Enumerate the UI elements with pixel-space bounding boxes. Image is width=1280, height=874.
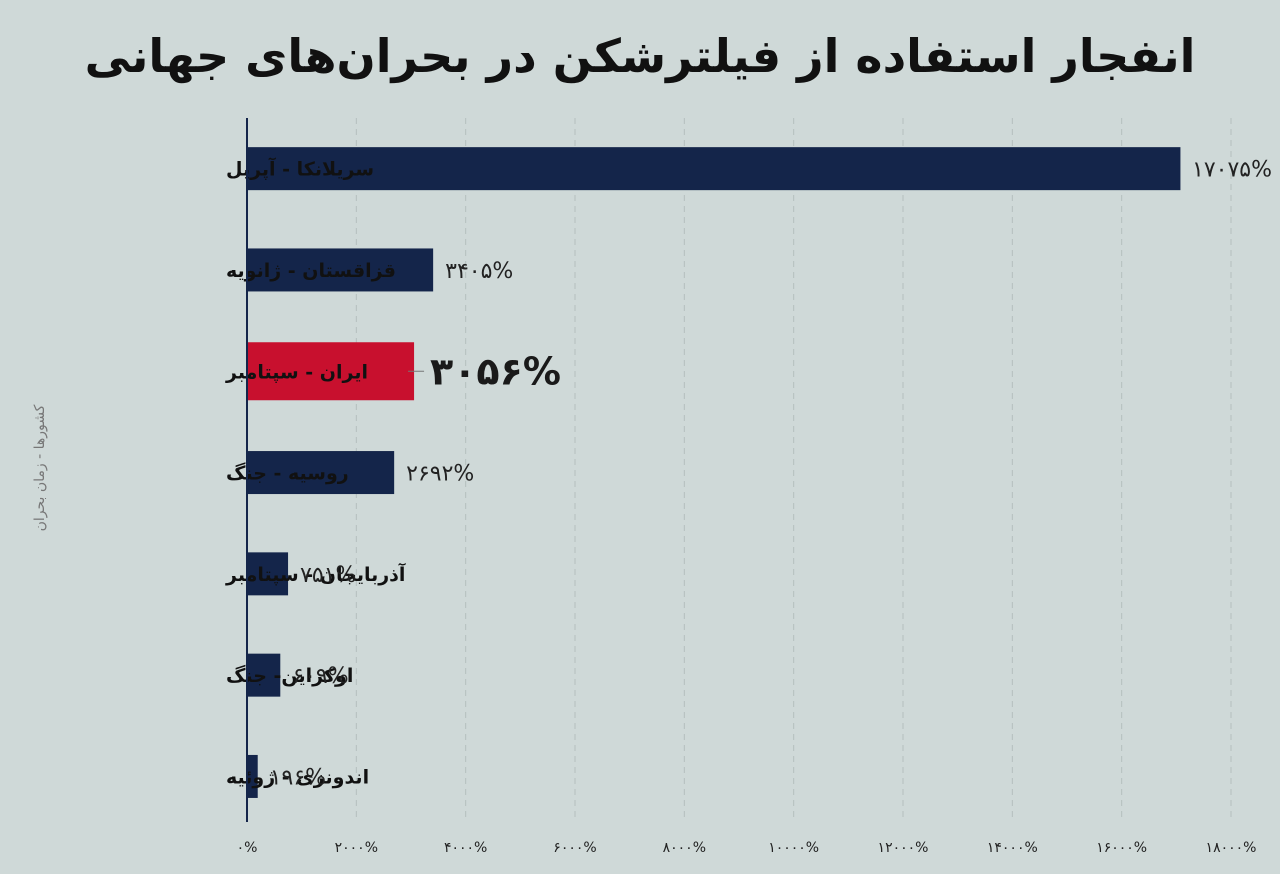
chart-title: انفجار استفاده از فیلترشکن در بحران‌های …	[85, 29, 1196, 83]
x-tick-label: ۰%	[237, 840, 258, 856]
x-tick-label: ۶۰۰۰%	[553, 840, 596, 856]
bar	[248, 248, 434, 292]
bar	[248, 552, 289, 596]
value-label: ۲۶۹۲%	[406, 462, 474, 487]
category-label: اوکراین- جنگ	[226, 664, 353, 687]
x-tick-label: ۱۴۰۰۰%	[987, 840, 1038, 856]
value-label: ۳۰۵۶%	[430, 349, 561, 393]
category-label: آذربایجان - سپتامبر	[225, 562, 406, 586]
category-label: روسیه - جنگ	[226, 462, 349, 485]
bar-highlighted	[248, 342, 415, 401]
bar	[248, 653, 281, 697]
x-tick-label: ۱۰۰۰۰%	[768, 840, 819, 856]
value-label: ۱۷۰۷۵%	[1192, 158, 1272, 183]
x-tick-label: ۱۶۰۰۰%	[1096, 840, 1147, 856]
category-label: اندونزی - ژوئیه	[226, 766, 369, 788]
value-label: ۳۴۰۵%	[445, 259, 513, 284]
bar	[248, 147, 1181, 191]
x-tick-label: ۲۰۰۰%	[335, 840, 378, 856]
value-label: ۷۵۱%	[300, 563, 356, 588]
bar	[248, 754, 258, 798]
bar	[248, 451, 395, 495]
value-label: ۱۹۶%	[270, 765, 326, 790]
x-tick-label: ۸۰۰۰%	[663, 840, 706, 856]
y-axis-label: کشورها - زمان بحران	[32, 404, 48, 531]
value-label: ۶۰۹%	[292, 664, 348, 689]
category-label: ایران - سپتامبر	[225, 361, 368, 383]
grid-lines	[355, 118, 1232, 822]
bars	[248, 147, 1181, 798]
category-label: قزاقستان - ژانویه	[226, 260, 396, 282]
labels: ۰% ۲۰۰۰% ۴۰۰۰% ۶۰۰۰% ۸۰۰۰% ۱۰۰۰۰% ۱۲۰۰۰% ۱۴۰۰۰%…	[225, 157, 1272, 856]
x-tick-label: ۴۰۰۰%	[444, 840, 487, 856]
category-label: سریلانکا - آپریل	[226, 157, 374, 181]
x-tick-label: ۱۸۰۰۰%	[1206, 840, 1257, 856]
x-tick-label: ۱۲۰۰۰%	[878, 840, 929, 856]
